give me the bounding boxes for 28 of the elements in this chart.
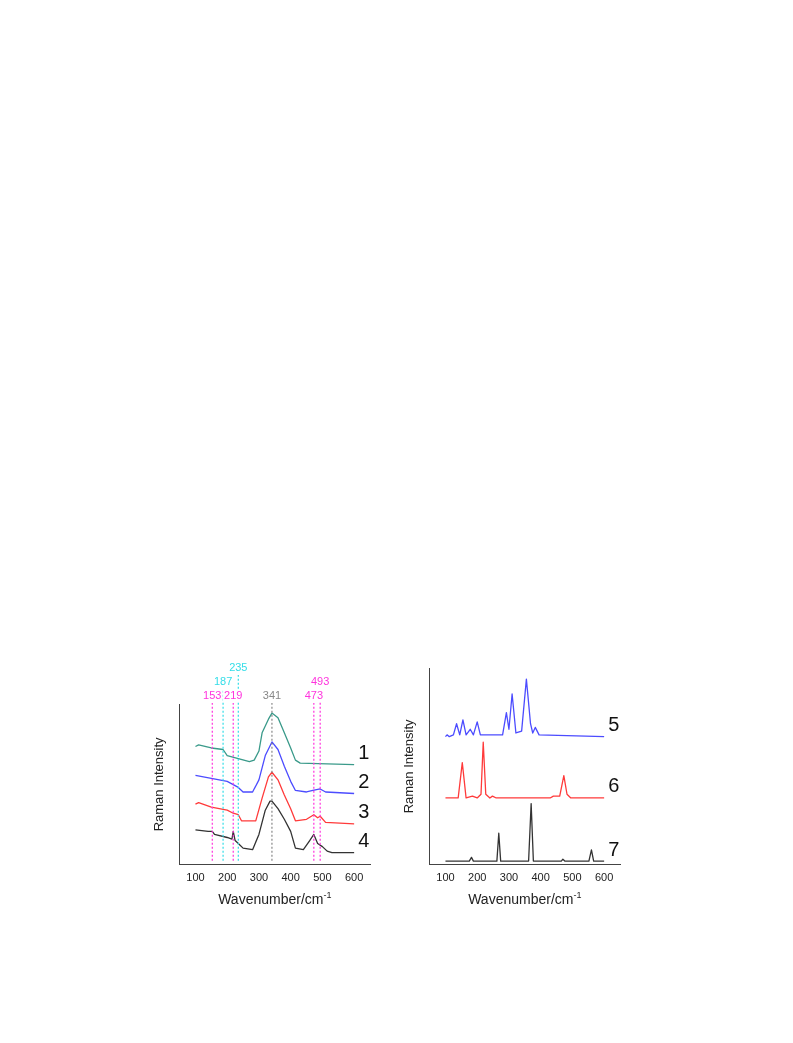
x-tick-label: 300: [499, 871, 519, 884]
series-label: 4: [358, 829, 370, 852]
y-axis-title: Raman Intensity: [401, 718, 417, 814]
series-label: 7: [608, 837, 620, 860]
x-tick-label: 100: [436, 871, 455, 884]
x-tick-label: 600: [344, 871, 364, 884]
ref-line-label: 153: [203, 688, 222, 701]
series-label: 1: [358, 741, 370, 764]
ref-line-label: 473: [304, 688, 324, 701]
y-axis-title: Raman Intensity: [151, 736, 167, 832]
x-tick-label: 200: [468, 871, 487, 884]
x-tick-label: 600: [594, 871, 614, 884]
x-tick-label: 100: [186, 871, 205, 884]
x-tick-label: 500: [563, 871, 582, 884]
x-tick-label: 500: [313, 871, 332, 884]
ref-line-label: 219: [224, 688, 243, 701]
series-label: 5: [608, 713, 620, 736]
series-label: 2: [358, 770, 370, 793]
x-tick-label: 400: [531, 871, 550, 884]
series-label: 6: [608, 774, 620, 797]
x-tick-label: 400: [281, 871, 300, 884]
series-label: 3: [358, 800, 370, 823]
ref-line-label: 235: [229, 660, 248, 673]
ref-line-label: 493: [311, 674, 330, 687]
x-tick-label: 200: [218, 871, 237, 884]
x-tick-label: 300: [249, 871, 269, 884]
ref-line-label: 341: [262, 688, 282, 701]
ref-line-label: 187: [213, 674, 233, 687]
